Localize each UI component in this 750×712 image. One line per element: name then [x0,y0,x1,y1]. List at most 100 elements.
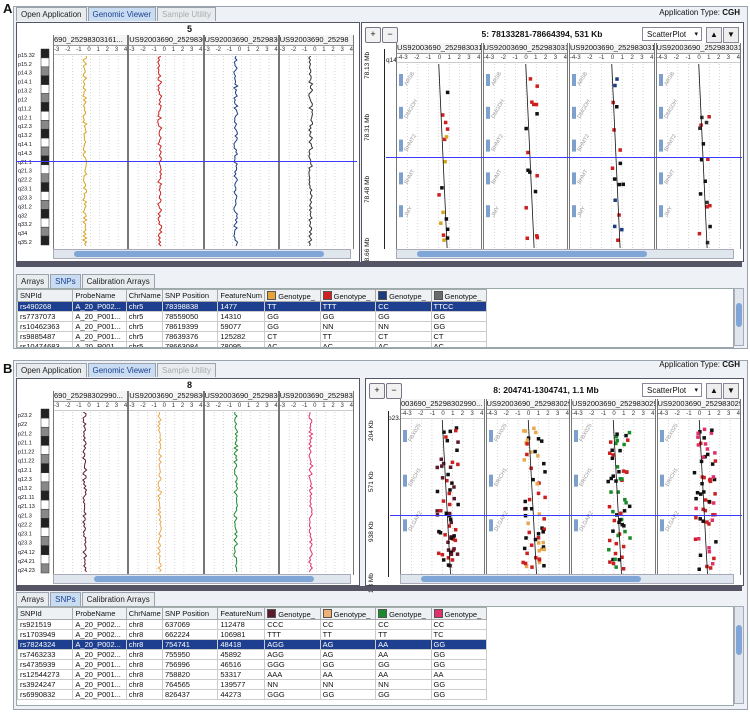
sample-lane[interactable]: 690_25298302990... -3 -2 -1 0 1 2 3 4 [53,391,129,575]
gene-feature[interactable] [574,430,578,442]
zoom-in-button[interactable]: + [365,27,381,43]
region-cursor-line[interactable] [386,157,742,158]
scrollbar-thumb[interactable] [421,576,641,582]
region-cursor-line[interactable] [390,515,742,516]
scroll-down-button[interactable]: ▼ [723,383,739,399]
zoom-out-button[interactable]: − [386,383,402,399]
column-header[interactable]: ProbeName [72,607,127,620]
gene-feature[interactable] [658,74,663,86]
lane-title[interactable]: US92003690_25298303161... [397,43,481,54]
tab-arrays[interactable]: Arrays [16,274,50,288]
gene-feature[interactable] [399,139,403,152]
splitter[interactable] [16,262,742,267]
scrollbar-thumb[interactable] [736,303,742,327]
gene-feature[interactable] [572,74,576,86]
gene-feature[interactable] [488,430,493,442]
lane-title[interactable]: US92003690_25298302990 [657,399,740,410]
tab-snps[interactable]: SNPs [50,592,81,606]
lane-title[interactable]: US92003690_25298302990... [204,391,278,402]
scroll-up-button[interactable]: ▲ [706,383,722,399]
gene-feature[interactable] [658,172,663,185]
gene-feature[interactable] [658,139,663,152]
column-header[interactable]: SNPId [17,607,74,620]
scroll-up-button[interactable]: ▲ [706,27,722,43]
tab-snps[interactable]: SNPs [50,274,81,288]
region-horizontal-scrollbar[interactable] [396,249,734,259]
tab-genomic-viewer[interactable]: Genomic Viewer [87,7,157,21]
lane-title[interactable]: US92003690_25298303161... [483,43,567,54]
lane-title[interactable]: US92003690_2529830299 [279,391,353,402]
gene-feature[interactable] [485,139,490,152]
genome-horizontal-scrollbar[interactable] [53,574,351,584]
lane-title[interactable]: 003690_25298302990... [401,399,484,410]
column-header[interactable]: Genotype_ [319,607,377,620]
gene-feature[interactable] [572,205,576,218]
lane-title[interactable]: US92003690_25298302990... [129,391,203,402]
gene-feature[interactable] [658,106,663,119]
gene-feature[interactable] [485,106,490,119]
table-vertical-scrollbar[interactable] [734,288,744,346]
table-vertical-scrollbar[interactable] [734,606,744,704]
chromosome-ideogram[interactable]: p15.32 p15.2 p14.3 p14.1 p13.2 p12 q11.2 q12.1 q… [17,47,53,247]
gene-feature[interactable] [485,172,490,185]
table-row[interactable]: rs4735939 A_20_P001... chr8 756996 46516 GGG G… [17,659,488,670]
column-header[interactable]: FeatureNum [217,289,266,302]
lane-title[interactable]: US92003690_25298303161... [204,35,278,46]
gene-feature[interactable] [574,474,578,487]
column-header[interactable]: ChrName [125,289,163,302]
column-header[interactable]: Genotype_ [319,289,377,302]
gene-feature[interactable] [403,430,407,442]
region-horizontal-scrollbar[interactable] [400,574,734,584]
table-row[interactable]: rs10462363 A_20_P001... chr5 78619399 59077 G… [17,321,488,332]
chromosome-selector[interactable] [137,24,237,25]
gene-feature[interactable] [572,172,576,185]
lane-title[interactable]: US92003690_25298303161... [656,43,740,54]
gene-feature[interactable] [659,519,664,532]
tab-calibration-arrays[interactable]: Calibration Arrays [81,274,155,288]
gene-feature[interactable] [572,106,576,119]
column-header[interactable]: Genotype_ [375,289,432,302]
column-header[interactable]: Genotype_ [430,289,488,302]
tab-genomic-viewer[interactable]: Genomic Viewer [87,363,157,377]
lane-title[interactable]: 690_25298302990... [54,391,128,402]
table-row[interactable]: rs3924247 A_20_P001... chr8 764565 139577 NN N… [17,679,488,690]
plot-type-select[interactable]: ScatterPlot ▾ [642,27,702,41]
gene-feature[interactable] [485,205,490,218]
gene-feature[interactable] [659,430,664,442]
table-row[interactable]: rs7463233 A_20_P002... chr8 755950 45892 AGG A… [17,649,488,660]
column-header[interactable]: SNPId [17,289,74,302]
gene-feature[interactable] [659,474,664,487]
column-header[interactable]: Genotype_ [264,289,321,302]
zoom-out-button[interactable]: − [382,27,398,43]
sample-lane[interactable]: 690_25298303161... -3 -2 -1 0 1 2 3 4 [53,35,129,249]
tab-sample-utility[interactable]: Sample Utility [157,7,216,21]
gene-feature[interactable] [574,519,578,532]
column-header[interactable]: Genotype_ [375,607,432,620]
scrollbar-thumb[interactable] [74,251,324,257]
sample-lane[interactable]: US92003690_25298 -3 -2 -1 0 1 2 3 4 [278,35,354,249]
lane-title[interactable]: US92003690_25298302990... [486,399,569,410]
chromosome-ideogram[interactable]: p23.2 p22 p21.2 p21.1 p11.22 q11.22 q12.1 q12.3… [17,407,53,575]
table-row[interactable]: rs10474683 A_20_P001... chr5 78663084 78095 A… [17,341,488,347]
tab-arrays[interactable]: Arrays [16,592,50,606]
gene-feature[interactable] [399,106,403,119]
gene-feature[interactable] [399,74,403,86]
table-row[interactable]: rs490268 A_20_P002... chr5 78398838 1477 TT TT… [17,301,488,312]
tab-calibration-arrays[interactable]: Calibration Arrays [81,592,155,606]
column-header[interactable]: ProbeName [72,289,127,302]
lane-title[interactable]: US92003690_25298303161... [129,35,203,46]
lane-title[interactable]: 690_25298303161... [54,35,128,46]
table-row[interactable]: rs921519 A_20_P002... chr8 637069 112478 CCC C… [17,619,488,630]
column-header[interactable]: ChrName [125,607,163,620]
lane-title[interactable]: US92003690_25298302990... [572,399,655,410]
